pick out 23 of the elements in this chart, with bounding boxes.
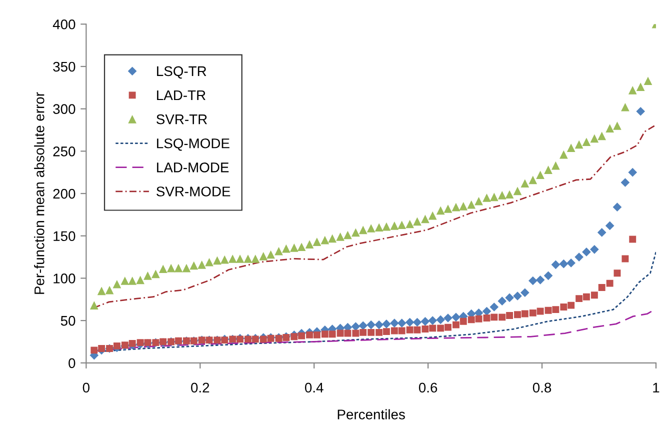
x-tick-label: 0.2: [191, 382, 210, 393]
x-axis-title: Percentiles: [338, 409, 405, 420]
legend-label: LAD-TR: [157, 90, 206, 100]
y-tick-label: 300: [53, 104, 76, 114]
legend-label: LAD-MODE: [157, 162, 229, 172]
y-tick-label: 250: [53, 146, 76, 156]
x-tick-label: 0: [82, 382, 90, 393]
legend-label: LSQ-TR: [157, 66, 206, 79]
legend-label: SVR-TR: [156, 114, 207, 124]
y-tick-label: 350: [53, 62, 76, 72]
y-tick-label: 0: [68, 358, 76, 368]
y-tick-label: 100: [54, 274, 76, 284]
x-tick-label: 1: [653, 382, 660, 392]
y-axis-title: Per-function mean absolute error: [34, 92, 44, 294]
y-tick-label: 150: [54, 231, 76, 242]
y-tick-label: 400: [52, 19, 76, 30]
legend-label: LSQ-MODE: [157, 138, 230, 151]
y-tick-label: 200: [53, 188, 76, 199]
y-tick-label: 50: [60, 316, 76, 326]
legend-label: SVR-MODE: [156, 186, 230, 196]
x-tick-label: 0.8: [532, 382, 552, 393]
x-tick-label: 0.4: [304, 382, 324, 393]
x-tick-label: 0.6: [418, 382, 438, 393]
